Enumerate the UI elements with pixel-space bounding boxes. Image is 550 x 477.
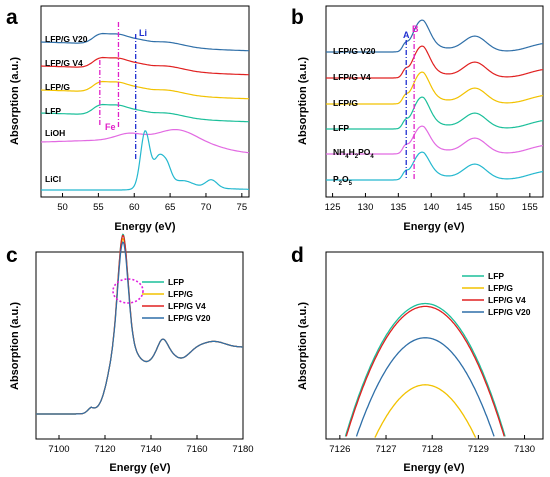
series-label-lfpg: LFP/G	[45, 82, 70, 92]
panel-label-a: a	[6, 6, 18, 29]
ylabel-c: Absorption (a.u.)	[9, 302, 21, 390]
curve-lfpg	[36, 237, 243, 415]
panel-label-b: b	[291, 6, 304, 29]
panel-label-c: c	[6, 244, 18, 267]
panel-a: a Absorption (a.u.) Energy (eV) 50 55 60 65…	[6, 5, 250, 233]
xtick-label: 7127	[375, 444, 396, 455]
plot-frame-d	[325, 251, 544, 440]
xtick-label: 7140	[140, 444, 161, 455]
xtick-label: 70	[201, 202, 212, 213]
xtick-label: 60	[129, 202, 140, 213]
series-label-lioh: LiOH	[45, 128, 65, 138]
curve-lfp	[36, 233, 243, 415]
ylabel-b: Absorption (a.u.)	[297, 57, 309, 145]
xtick-label: 130	[358, 202, 374, 213]
xtick-label: 7130	[514, 444, 535, 455]
xtick-label: 155	[522, 202, 538, 213]
series-label-lfpg-v4: LFP/G V4	[333, 72, 371, 82]
xticks-b: 125 130 135 140 145 150 155	[325, 193, 538, 213]
xtick-label: 75	[237, 202, 248, 213]
xtick-label: 7126	[329, 444, 350, 455]
series-label-nh4h2po4: NH4H2PO4	[333, 147, 374, 160]
curves-a	[40, 22, 250, 191]
legend-c: LFP LFP/G LFP/G V4 LFP/G V20	[142, 277, 211, 323]
ylabel-a: Absorption (a.u.)	[9, 57, 21, 145]
series-label-lfpg-v20: LFP/G V20	[45, 34, 88, 44]
xlabel-b: Energy (eV)	[403, 221, 464, 233]
curve-lfp	[344, 302, 506, 437]
xlabel-c: Energy (eV)	[109, 462, 170, 474]
series-label-lfpg-v4: LFP/G V4	[45, 58, 83, 68]
annotation-li: Li	[139, 28, 147, 38]
curve-lfpg-v20	[355, 337, 495, 437]
curve-lfpg-v20	[40, 32, 249, 52]
annotation-b: B	[412, 24, 419, 34]
xtick-label: 7100	[48, 444, 69, 455]
legend-label: LFP/G V4	[488, 295, 526, 305]
series-label-lfp: LFP	[333, 123, 349, 133]
curve-lfpg	[40, 80, 249, 100]
panel-b: b Absorption (a.u.) Energy (eV) 125 130 13…	[291, 5, 544, 233]
curve-lioh	[40, 129, 250, 154]
curve-lfpg-v4	[40, 56, 249, 76]
curve-lfp	[326, 96, 544, 130]
curve-lfpg-v4	[326, 45, 544, 79]
xtick-label: 7160	[186, 444, 207, 455]
curve-lfp	[40, 103, 249, 123]
curve-licl	[41, 130, 249, 191]
curve-lfpg	[326, 71, 544, 105]
annotation-fe: Fe	[105, 122, 116, 132]
xtick-label: 135	[390, 202, 406, 213]
xtick-label: 145	[456, 202, 472, 213]
curve-p2o5	[326, 151, 544, 181]
legend-label: LFP	[488, 271, 504, 281]
xtick-label: 50	[57, 202, 68, 213]
curve-lfpg-v4	[345, 305, 505, 437]
xtick-label: 7128	[422, 444, 443, 455]
xtick-label: 7180	[232, 444, 253, 455]
ylabel-d: Absorption (a.u.)	[297, 302, 309, 390]
legend-label: LFP/G V20	[488, 307, 531, 317]
panel-d: d Absorption (a.u.) Energy (eV) 7126 7127…	[291, 244, 544, 474]
curve-lfpg-v20	[326, 19, 544, 53]
series-label-lfpg: LFP/G	[333, 98, 358, 108]
series-label-p2o5: P2O5	[333, 174, 353, 187]
xtick-label: 150	[489, 202, 505, 213]
legend-label: LFP/G	[488, 283, 513, 293]
xtick-label: 65	[165, 202, 176, 213]
xticks-d: 7126 7127 7128 7129 7130	[329, 435, 535, 455]
xtick-label: 7129	[468, 444, 489, 455]
series-label-lfpg-v20: LFP/G V20	[333, 46, 376, 56]
xtick-label: 7120	[94, 444, 115, 455]
xtick-label: 140	[423, 202, 439, 213]
panel-c: c Absorption (a.u.) Energy (eV) 7100 7120…	[6, 233, 254, 474]
plot-frame-c	[35, 251, 244, 440]
curve-nh4h2po4	[326, 125, 544, 155]
curves-c	[36, 233, 243, 415]
plot-frame-b	[325, 5, 544, 198]
xticks-c: 7100 7120 7140 7160 7180	[48, 435, 254, 455]
legend-d: LFP LFP/G LFP/G V4 LFP/G V20	[462, 271, 531, 317]
plot-frame-a	[40, 5, 250, 198]
curves-b	[326, 19, 544, 181]
xtick-label: 125	[325, 202, 341, 213]
curve-lfpg-v20	[36, 241, 243, 415]
xlabel-a: Energy (eV)	[114, 221, 175, 233]
xticks-a: 50 55 60 65 70 75	[57, 193, 247, 213]
panel-label-d: d	[291, 244, 304, 267]
annotation-a: A	[403, 30, 410, 40]
legend-label: LFP/G V20	[168, 313, 211, 323]
legend-label: LFP/G V4	[168, 301, 206, 311]
curve-lfpg	[374, 384, 477, 438]
curves-d	[344, 302, 506, 438]
curve-lfpg-v4	[36, 234, 243, 415]
legend-label: LFP	[168, 277, 184, 287]
legend-label: LFP/G	[168, 289, 193, 299]
peak-highlight-circle	[112, 278, 144, 304]
xtick-label: 55	[93, 202, 104, 213]
xlabel-d: Energy (eV)	[403, 462, 464, 474]
series-label-licl: LiCl	[45, 174, 61, 184]
series-label-lfp: LFP	[45, 106, 61, 116]
